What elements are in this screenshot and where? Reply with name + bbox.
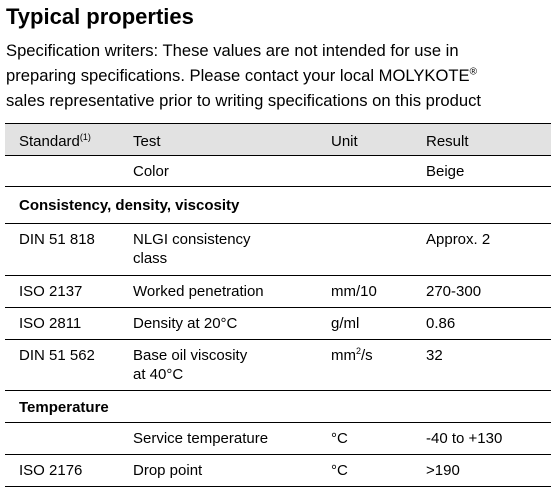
header-result: Result [426,133,469,150]
table-row: ISO 2811 Density at 20°C g/ml 0.86 [5,308,551,340]
section-header-temperature: Temperature [5,391,551,423]
cell-unit: °C [331,430,348,447]
intro-line-3: sales representative prior to writing sp… [6,91,481,110]
properties-table: Standard(1) Test Unit Result Color Beige… [5,123,551,487]
cell-standard: ISO 2137 [19,283,83,300]
cell-result: >190 [426,462,460,479]
cell-unit: g/ml [331,315,360,332]
cell-test: Color [133,163,169,180]
cell-standard: DIN 51 562 [19,347,95,364]
intro-line-1: Specification writers: These values are … [6,41,459,60]
cell-result: Beige [426,163,465,180]
trademark-symbol: ® [469,66,477,78]
cell-standard: ISO 2811 [19,315,82,332]
cell-test: NLGI consistency class [133,231,251,267]
header-test: Test [133,133,161,150]
footnote-marker: (1) [79,132,91,142]
cell-test: Base oil viscosity at 40°C [133,347,248,383]
intro-line-2: preparing specifications. Please contact… [6,66,477,85]
cell-result: Approx. 2 [426,231,491,248]
cell-unit: mm2/s [331,346,373,365]
table-row: ISO 2176 Drop point °C >190 [5,455,551,487]
table-row: Color Beige [5,156,551,187]
cell-test: Worked penetration [133,283,264,300]
intro-paragraph: Specification writers: These values are … [6,38,551,113]
cell-test: Density at 20°C [133,315,238,332]
table-row: Service temperature °C -40 to +130 [5,423,551,455]
cell-result: -40 to +130 [426,430,503,447]
cell-result: 32 [426,347,443,364]
cell-standard: ISO 2176 [19,462,83,479]
cell-unit: mm/10 [331,283,377,300]
table-row: DIN 51 562 Base oil viscosity at 40°C mm… [5,340,551,391]
header-unit: Unit [331,133,358,150]
header-standard: Standard(1) [19,132,91,151]
table-row: DIN 51 818 NLGI consistency class Approx… [5,224,551,276]
cell-test: Drop point [133,462,203,479]
cell-standard: DIN 51 818 [19,231,95,248]
cell-unit: °C [331,462,348,479]
cell-result: 270-300 [426,283,482,300]
page-title: Typical properties [6,4,194,29]
table-row: ISO 2137 Worked penetration mm/10 270-30… [5,276,551,308]
table-header-row: Standard(1) Test Unit Result [5,123,551,156]
section-header-consistency: Consistency, density, viscosity [5,187,551,224]
cell-test: Service temperature [133,430,269,447]
cell-result: 0.86 [426,315,456,332]
